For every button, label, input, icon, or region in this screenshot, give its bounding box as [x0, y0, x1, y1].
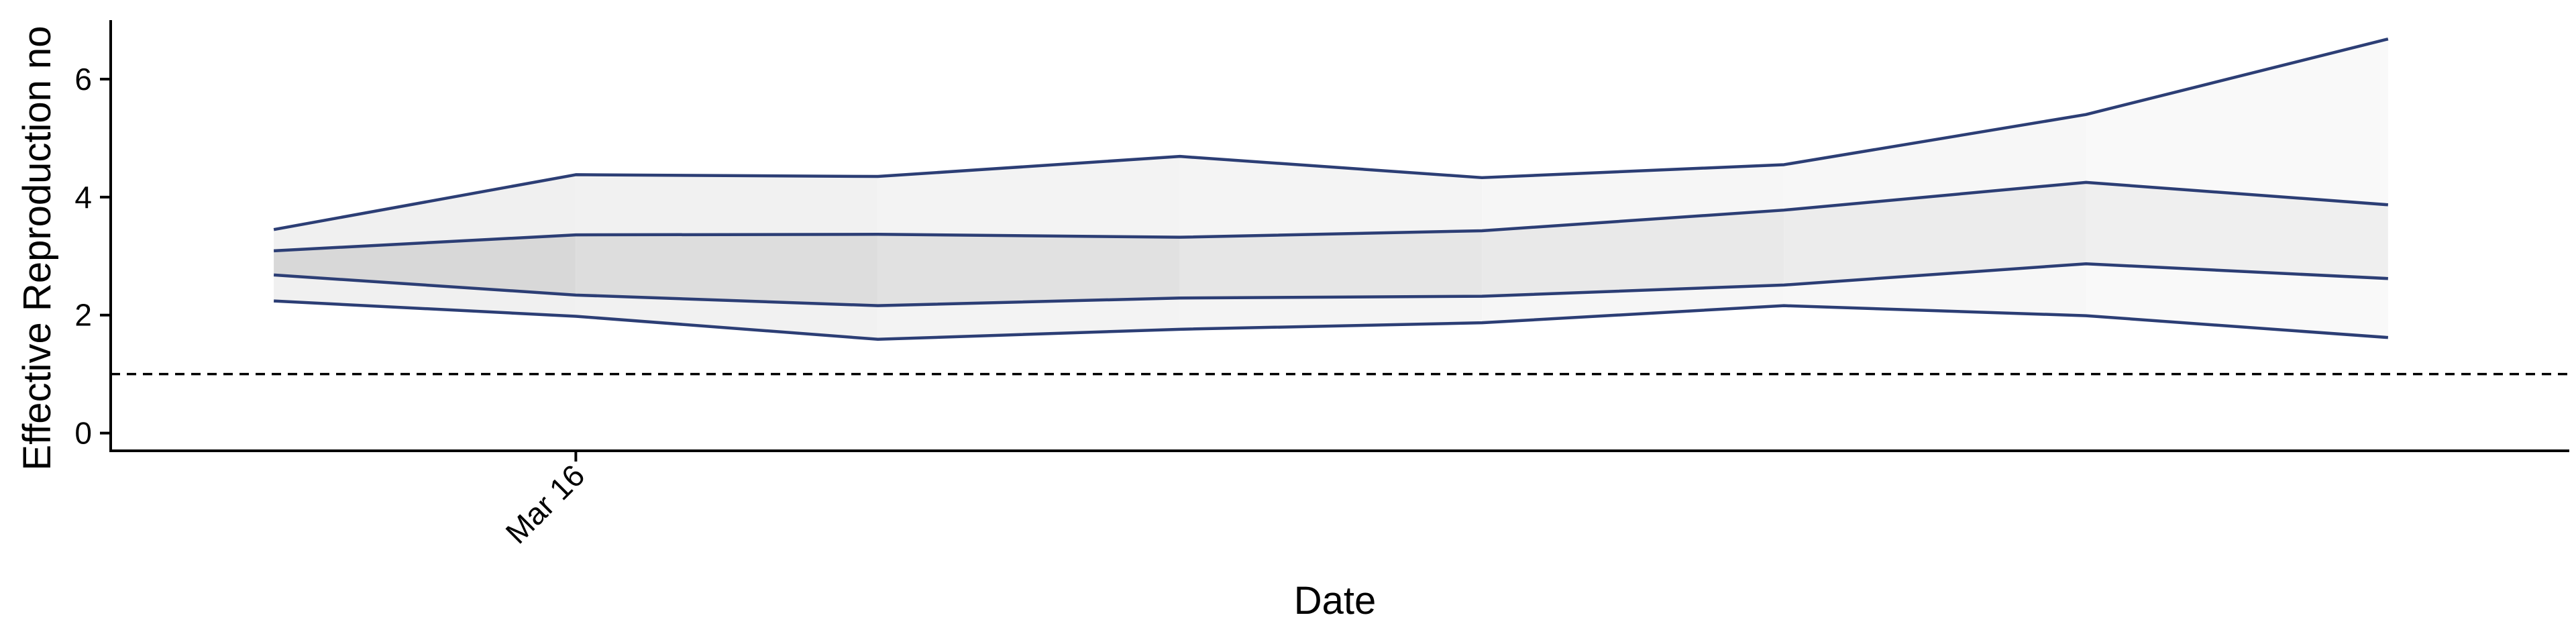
- series-lines: [273, 37, 2389, 341]
- y-tick-label: 2: [74, 298, 92, 333]
- x-axis-title: Date: [1294, 579, 1377, 623]
- inner-band-segment: [274, 235, 576, 295]
- outer-upper-line: [273, 37, 2389, 231]
- x-tick-label: Mar 16: [498, 458, 591, 550]
- y-tick-label: 6: [74, 62, 92, 97]
- inner-band-segment: [576, 234, 878, 306]
- median-line: [274, 180, 2389, 253]
- y-tick-label: 0: [74, 416, 92, 451]
- inner-band-segment: [1784, 182, 2086, 285]
- y-axis-title: Effective Reproduction no: [15, 25, 59, 470]
- inner-band-segment: [1482, 210, 1784, 297]
- inner-lower-line: [273, 262, 2388, 307]
- inner-band-segment: [1179, 230, 1483, 299]
- outer-lower-line: [274, 299, 2389, 341]
- uncertainty-bands: [274, 39, 2388, 339]
- inner-band-segment: [877, 234, 1180, 306]
- inner-band-segment: [2086, 182, 2388, 279]
- y-tick-label: 4: [74, 180, 92, 215]
